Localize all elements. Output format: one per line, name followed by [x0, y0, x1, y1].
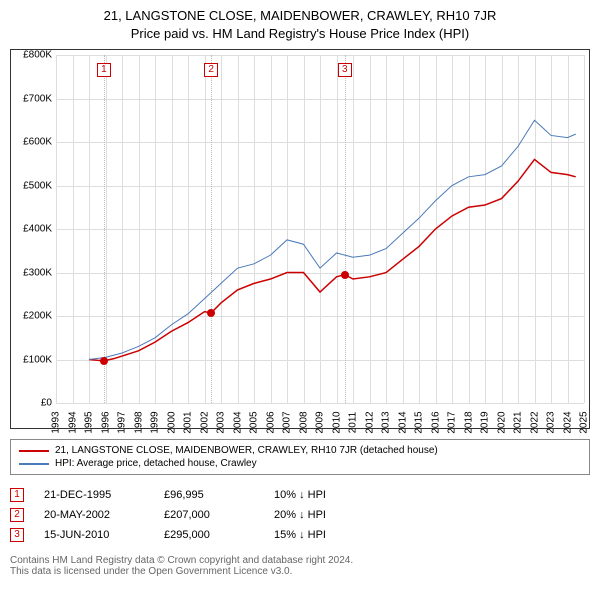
footer-line2: This data is licensed under the Open Gov… — [10, 566, 590, 577]
legend-label: 21, LANGSTONE CLOSE, MAIDENBOWER, CRAWLE… — [55, 445, 438, 456]
legend-row: HPI: Average price, detached house, Craw… — [19, 457, 581, 470]
marker-box: 3 — [338, 63, 352, 77]
y-axis-label: £200K — [23, 311, 52, 322]
x-axis-label: 2011 — [348, 412, 359, 434]
x-axis-label: 1997 — [117, 411, 128, 433]
tx-date: 21-DEC-1995 — [44, 489, 164, 501]
chart-plot: £0£100K£200K£300K£400K£500K£600K£700K£80… — [56, 55, 584, 403]
tx-date: 15-JUN-2010 — [44, 529, 164, 541]
x-axis-label: 2003 — [216, 411, 227, 433]
x-axis-label: 2002 — [199, 411, 210, 433]
y-axis-label: £400K — [23, 224, 52, 235]
footer-line1: Contains HM Land Registry data © Crown c… — [10, 555, 590, 566]
x-axis-label: 2015 — [414, 411, 425, 433]
x-axis-label: 1996 — [100, 411, 111, 433]
legend: 21, LANGSTONE CLOSE, MAIDENBOWER, CRAWLE… — [10, 439, 590, 475]
x-axis-label: 2010 — [331, 411, 342, 433]
tx-diff: 10% ↓ HPI — [274, 489, 326, 501]
data-point — [207, 309, 215, 317]
x-axis-label: 2025 — [579, 411, 590, 433]
x-axis-label: 2019 — [480, 411, 491, 433]
tx-marker: 1 — [10, 488, 24, 502]
footer: Contains HM Land Registry data © Crown c… — [10, 555, 590, 577]
x-axis-label: 2012 — [364, 411, 375, 433]
y-axis-label: £100K — [23, 354, 52, 365]
y-axis-label: £800K — [23, 50, 52, 61]
legend-swatch — [19, 450, 49, 452]
transaction-table: 1 21-DEC-1995£96,99510% ↓ HPI 2 20-MAY-2002… — [10, 485, 590, 545]
tx-price: £207,000 — [164, 509, 274, 521]
legend-label: HPI: Average price, detached house, Craw… — [55, 458, 257, 469]
y-axis-label: £500K — [23, 180, 52, 191]
data-point — [341, 271, 349, 279]
transaction-row: 3 15-JUN-2010£295,00015% ↓ HPI — [10, 525, 590, 545]
x-axis-label: 2006 — [265, 411, 276, 433]
y-axis-label: £600K — [23, 137, 52, 148]
x-axis-label: 2024 — [562, 411, 573, 433]
x-axis-label: 1999 — [150, 411, 161, 433]
x-axis-label: 2020 — [496, 411, 507, 433]
x-axis-label: 2018 — [463, 411, 474, 433]
x-axis-label: 2004 — [232, 411, 243, 433]
x-axis-label: 2005 — [249, 411, 260, 433]
x-axis-label: 2013 — [381, 411, 392, 433]
x-axis-label: 1994 — [67, 411, 78, 433]
chart-area: £0 £100K £200K £300K £400K £500K £600K £700K £80… — [10, 49, 590, 429]
x-axis-label: 1995 — [84, 411, 95, 433]
chart-container: 21, LANGSTONE CLOSE, MAIDENBOWER, CRAWLE… — [0, 0, 600, 585]
tx-date: 20-MAY-2002 — [44, 509, 164, 521]
x-axis-label: 2017 — [447, 411, 458, 433]
chart-lines — [56, 55, 584, 403]
tx-price: £96,995 — [164, 489, 274, 501]
y-axis-label: £700K — [23, 93, 52, 104]
gridline-v — [584, 55, 585, 403]
x-axis-label: 2008 — [298, 411, 309, 433]
x-axis-label: 2021 — [513, 411, 524, 433]
legend-row: 21, LANGSTONE CLOSE, MAIDENBOWER, CRAWLE… — [19, 444, 581, 457]
transaction-row: 2 20-MAY-2002£207,00020% ↓ HPI — [10, 505, 590, 525]
tx-diff: 15% ↓ HPI — [274, 529, 326, 541]
x-axis-label: 1993 — [51, 411, 62, 433]
tx-diff: 20% ↓ HPI — [274, 509, 326, 521]
series-property — [89, 159, 576, 360]
chart-subtitle: Price paid vs. HM Land Registry's House … — [10, 26, 590, 41]
chart-title: 21, LANGSTONE CLOSE, MAIDENBOWER, CRAWLE… — [10, 8, 590, 23]
tx-marker: 3 — [10, 528, 24, 542]
tx-marker: 2 — [10, 508, 24, 522]
transaction-row: 1 21-DEC-1995£96,99510% ↓ HPI — [10, 485, 590, 505]
x-axis-label: 2016 — [430, 411, 441, 433]
x-axis-label: 2022 — [529, 411, 540, 433]
x-axis-label: 2014 — [397, 411, 408, 433]
marker-box: 1 — [97, 63, 111, 77]
gridline-h — [56, 403, 584, 404]
x-axis-label: 2000 — [166, 411, 177, 433]
x-axis-label: 1998 — [133, 411, 144, 433]
legend-swatch — [19, 463, 49, 465]
y-axis-label: £0 — [41, 398, 52, 409]
tx-price: £295,000 — [164, 529, 274, 541]
x-axis-label: 2007 — [282, 411, 293, 433]
y-axis-label: £300K — [23, 267, 52, 278]
data-point — [100, 357, 108, 365]
x-axis-label: 2001 — [183, 411, 194, 433]
marker-box: 2 — [204, 63, 218, 77]
x-axis-label: 2009 — [315, 411, 326, 433]
series-hpi — [89, 120, 576, 359]
x-axis-label: 2023 — [546, 411, 557, 433]
